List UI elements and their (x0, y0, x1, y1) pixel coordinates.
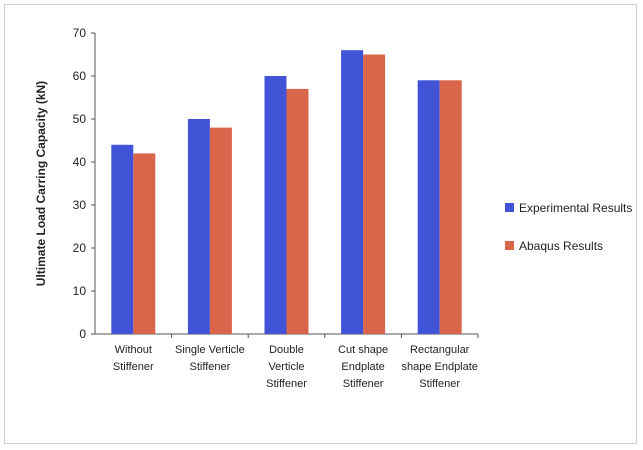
bar-experimental (187, 119, 210, 334)
category-label: Stiffener (113, 361, 154, 373)
bar-experimental (264, 76, 287, 334)
chart-frame (4, 4, 637, 444)
category-label: Stiffener (190, 361, 231, 373)
bar-abaqus (286, 88, 309, 335)
y-tick-label: 30 (73, 198, 87, 212)
y-tick-label: 10 (73, 284, 87, 298)
legend-swatch (505, 203, 514, 212)
legend-swatch (505, 241, 514, 250)
bar-experimental (417, 80, 440, 334)
category-label: Single Verticle (175, 344, 245, 356)
category-label: shape Endplate (401, 361, 477, 373)
bar-experimental (111, 144, 134, 334)
y-tick-label: 20 (73, 241, 87, 255)
category-label: Without (115, 344, 152, 356)
category-label: Endplate (341, 361, 384, 373)
y-tick-label: 0 (79, 327, 86, 341)
legend-label: Experimental Results (519, 201, 632, 215)
category-label: Stiffener (419, 378, 460, 390)
category-label: Double (269, 344, 304, 356)
category-label: Verticle (268, 361, 304, 373)
category-label: Stiffener (266, 378, 307, 390)
y-tick-label: 50 (73, 112, 87, 126)
y-tick-label: 70 (73, 26, 87, 40)
y-tick-label: 40 (73, 155, 87, 169)
bar-experimental (341, 50, 364, 334)
category-label: Stiffener (343, 378, 384, 390)
y-tick-label: 60 (73, 69, 87, 83)
legend-label: Abaqus Results (519, 239, 603, 253)
category-label: Rectangular (410, 344, 470, 356)
bar-abaqus (439, 80, 462, 334)
bar-abaqus (209, 127, 232, 334)
bar-abaqus (133, 153, 156, 334)
y-axis-title: Ultimate Load Carring Capacity (kN) (34, 81, 48, 286)
bar-abaqus (363, 54, 386, 334)
category-label: Cut shape (338, 344, 388, 356)
